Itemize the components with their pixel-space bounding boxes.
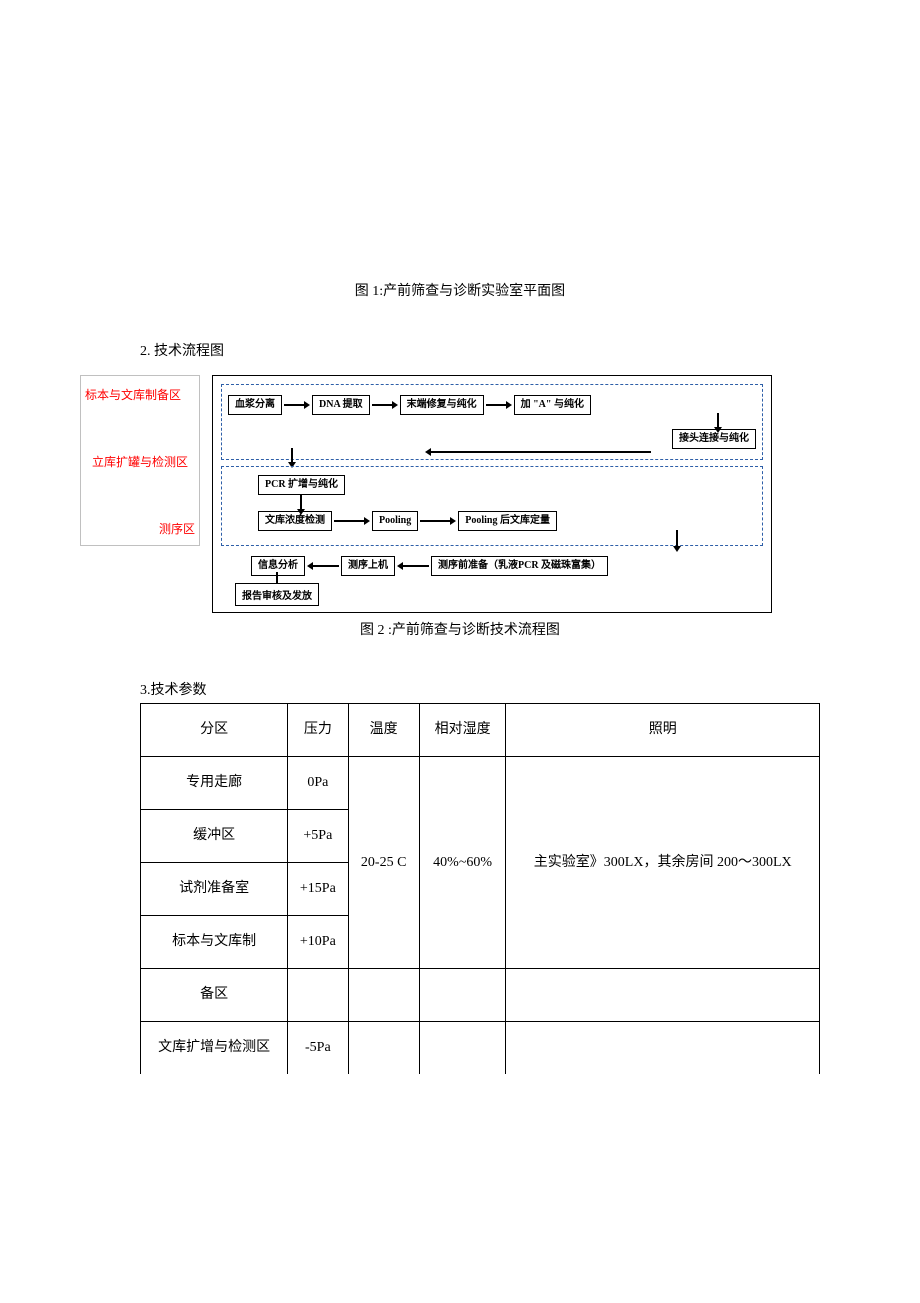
cell-zone-corridor: 专用走廊 bbox=[141, 757, 288, 810]
zone-label-amp: 立库扩罐与检测区 bbox=[81, 431, 199, 492]
cell-empty-2 bbox=[348, 969, 419, 1022]
flow-region-2: PCR 扩增与纯化 文库浓度检测 Pooling Pooling 后文库定量 bbox=[221, 466, 763, 546]
zone-label-prep: 标本与文库制备区 bbox=[81, 376, 199, 431]
flowchart-container: 血浆分离 DNA 提取 末端修复与纯化 加 "A" 与纯化 接头连接与纯化 bbox=[212, 375, 772, 613]
node-seq-prep: 测序前准备（乳液PCR 及磁珠富集） bbox=[431, 556, 608, 576]
th-pressure: 压力 bbox=[288, 704, 348, 757]
node-pooling-quant: Pooling 后文库定量 bbox=[458, 511, 557, 531]
cell-zone-amp-detect: 文库扩增与检测区 bbox=[141, 1022, 288, 1075]
cell-zone-buffer: 缓冲区 bbox=[141, 810, 288, 863]
th-temp: 温度 bbox=[348, 704, 419, 757]
cell-zone-sample-lib-a: 标本与文库制 bbox=[141, 916, 288, 969]
cell-empty-6 bbox=[419, 1022, 506, 1075]
cell-temp: 20-25 C bbox=[348, 757, 419, 969]
section-2-heading: 2. 技术流程图 bbox=[140, 340, 840, 360]
th-lighting: 照明 bbox=[506, 704, 820, 757]
cell-pressure-amp-detect: -5Pa bbox=[288, 1022, 348, 1075]
node-pooling: Pooling bbox=[372, 511, 418, 531]
cell-humidity: 40%~60% bbox=[419, 757, 506, 969]
cell-zone-sample-lib-b: 备区 bbox=[141, 969, 288, 1022]
node-report: 报告审核及发放 bbox=[235, 583, 319, 606]
cell-zone-reagent: 试剂准备室 bbox=[141, 863, 288, 916]
th-humidity: 相对湿度 bbox=[419, 704, 506, 757]
cell-pressure-buffer: +5Pa bbox=[288, 810, 348, 863]
zone-legend-box: 标本与文库制备区 立库扩罐与检测区 测序区 bbox=[80, 375, 200, 546]
node-dna-extract: DNA 提取 bbox=[312, 395, 370, 415]
figure1-caption: 图 1:产前筛查与诊断实验室平面图 bbox=[80, 280, 840, 300]
th-zone: 分区 bbox=[141, 704, 288, 757]
zone-label-seq: 测序区 bbox=[81, 492, 199, 545]
cell-empty-4 bbox=[506, 969, 820, 1022]
cell-lighting: 主实验室》300LX，其余房间 200～300LX bbox=[506, 757, 820, 969]
node-lib-conc: 文库浓度检测 bbox=[258, 511, 332, 531]
params-table: 分区 压力 温度 相对湿度 照明 专用走廊 0Pa 20-25 C 40%~60… bbox=[140, 703, 820, 1074]
cell-pressure-sample-lib: +10Pa bbox=[288, 916, 348, 969]
section-3-heading: 3.技术参数 bbox=[140, 679, 840, 699]
cell-pressure-corridor: 0Pa bbox=[288, 757, 348, 810]
cell-pressure-reagent: +15Pa bbox=[288, 863, 348, 916]
cell-empty-7 bbox=[506, 1022, 820, 1075]
node-end-repair: 末端修复与纯化 bbox=[400, 395, 484, 415]
cell-empty-3 bbox=[419, 969, 506, 1022]
cell-empty-5 bbox=[348, 1022, 419, 1075]
node-plasma-sep: 血浆分离 bbox=[228, 395, 282, 415]
node-seq-run: 测序上机 bbox=[341, 556, 395, 576]
figure2-caption: 图 2 :产前筛查与诊断技术流程图 bbox=[80, 619, 840, 639]
node-add-a: 加 "A" 与纯化 bbox=[514, 395, 591, 415]
cell-empty-1 bbox=[288, 969, 348, 1022]
node-pcr-amp: PCR 扩增与纯化 bbox=[258, 475, 345, 495]
